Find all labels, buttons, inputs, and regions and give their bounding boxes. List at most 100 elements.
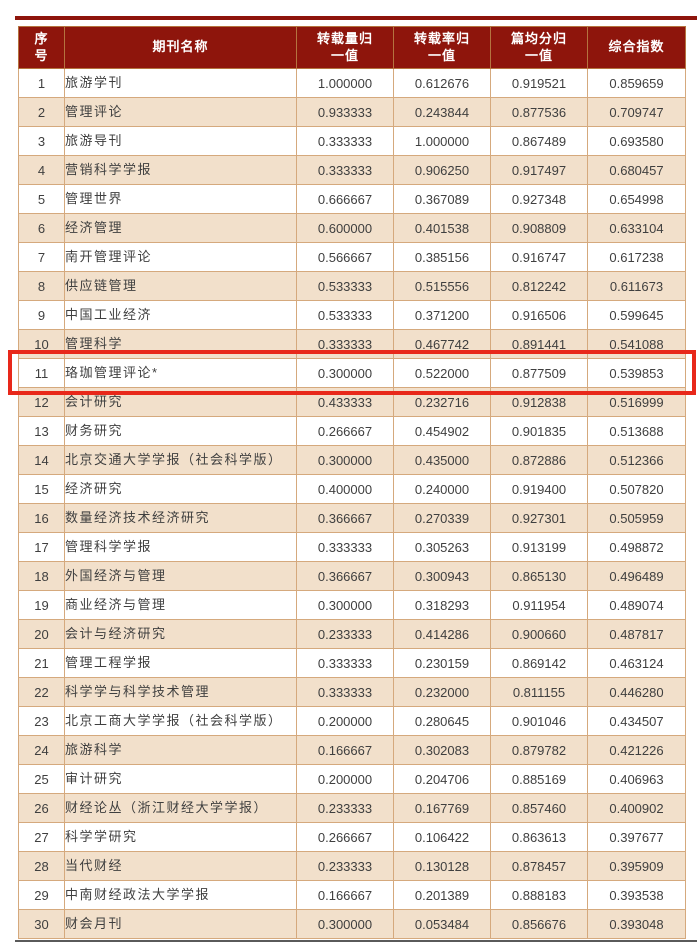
value-cell: 0.435000 <box>393 445 491 475</box>
rank-cell: 1 <box>18 68 65 98</box>
value-cell: 0.709747 <box>587 97 686 127</box>
value-cell: 0.333333 <box>296 677 394 707</box>
journal-name-cell: 旅游科学 <box>64 735 297 765</box>
table-row: 23 北京工商大学学报（社会科学版） 0.200000 0.280645 0.90104… <box>18 706 686 736</box>
value-cell: 0.393048 <box>587 909 686 939</box>
table-row: 17 管理科学学报 0.333333 0.305263 0.913199 0.498872 <box>18 532 686 562</box>
value-cell: 0.913199 <box>490 532 588 562</box>
journal-name-cell: 经济管理 <box>64 213 297 243</box>
journal-name-cell: 会计研究 <box>64 387 297 417</box>
table-row: 22 科学学与科学技术管理 0.333333 0.232000 0.811155 0.44… <box>18 677 686 707</box>
table-row: 5 管理世界 0.666667 0.367089 0.927348 0.654998 <box>18 184 686 214</box>
value-cell: 0.512366 <box>587 445 686 475</box>
value-cell: 0.489074 <box>587 590 686 620</box>
rank-cell: 7 <box>18 242 65 272</box>
value-cell: 0.200000 <box>296 764 394 794</box>
value-cell: 0.516999 <box>587 387 686 417</box>
value-cell: 0.318293 <box>393 590 491 620</box>
value-cell: 0.505959 <box>587 503 686 533</box>
value-cell: 0.406963 <box>587 764 686 794</box>
value-cell: 0.599645 <box>587 300 686 330</box>
value-cell: 0.300000 <box>296 590 394 620</box>
value-cell: 0.533333 <box>296 271 394 301</box>
rank-cell: 20 <box>18 619 65 649</box>
journal-name-cell: 商业经济与管理 <box>64 590 297 620</box>
value-cell: 0.421226 <box>587 735 686 765</box>
value-cell: 0.233333 <box>296 619 394 649</box>
value-cell: 0.300943 <box>393 561 491 591</box>
rank-cell: 16 <box>18 503 65 533</box>
rank-cell: 28 <box>18 851 65 881</box>
table-row: 18 外国经济与管理 0.366667 0.300943 0.865130 0.49648… <box>18 561 686 591</box>
rank-cell: 2 <box>18 97 65 127</box>
rank-cell: 22 <box>18 677 65 707</box>
value-cell: 0.878457 <box>490 851 588 881</box>
value-cell: 0.654998 <box>587 184 686 214</box>
value-cell: 0.385156 <box>393 242 491 272</box>
table-row: 26 财经论丛（浙江财经大学学报） 0.233333 0.167769 0.857460… <box>18 793 686 823</box>
value-cell: 0.522000 <box>393 358 491 388</box>
rank-cell: 17 <box>18 532 65 562</box>
rank-cell: 30 <box>18 909 65 939</box>
table-row: 20 会计与经济研究 0.233333 0.414286 0.900660 0.48781… <box>18 619 686 649</box>
rank-cell: 12 <box>18 387 65 417</box>
journal-name-cell: 管理科学学报 <box>64 532 297 562</box>
value-cell: 1.000000 <box>393 126 491 156</box>
value-cell: 0.366667 <box>296 561 394 591</box>
table-body: 1 旅游学刊 1.000000 0.612676 0.919521 0.859659 2 管理… <box>18 68 686 939</box>
value-cell: 0.863613 <box>490 822 588 852</box>
value-cell: 0.395909 <box>587 851 686 881</box>
journal-name-cell: 当代财经 <box>64 851 297 881</box>
value-cell: 0.680457 <box>587 155 686 185</box>
col-header-reprint-rate: 转载率归 一值 <box>393 26 491 69</box>
table-row: 11 珞珈管理评论* 0.300000 0.522000 0.877509 0.53985… <box>18 358 686 388</box>
table-row: 30 财会月刊 0.300000 0.053484 0.856676 0.393048 <box>18 909 686 939</box>
col-header-reprint-volume: 转载量归 一值 <box>296 26 394 69</box>
journal-name-cell: 供应链管理 <box>64 271 297 301</box>
value-cell: 0.885169 <box>490 764 588 794</box>
value-cell: 0.333333 <box>296 126 394 156</box>
value-cell: 0.693580 <box>587 126 686 156</box>
value-cell: 0.446280 <box>587 677 686 707</box>
value-cell: 0.891441 <box>490 329 588 359</box>
top-divider <box>15 16 697 20</box>
value-cell: 0.888183 <box>490 880 588 910</box>
value-cell: 0.513688 <box>587 416 686 446</box>
value-cell: 0.232716 <box>393 387 491 417</box>
journal-name-cell: 管理评论 <box>64 97 297 127</box>
journal-name-cell: 北京交通大学学报（社会科学版） <box>64 445 297 475</box>
journal-name-cell: 营销科学学报 <box>64 155 297 185</box>
value-cell: 0.130128 <box>393 851 491 881</box>
value-cell: 0.867489 <box>490 126 588 156</box>
value-cell: 0.856676 <box>490 909 588 939</box>
value-cell: 0.233333 <box>296 851 394 881</box>
value-cell: 0.539853 <box>587 358 686 388</box>
table-row: 13 财务研究 0.266667 0.454902 0.901835 0.513688 <box>18 416 686 446</box>
value-cell: 0.916506 <box>490 300 588 330</box>
value-cell: 0.911954 <box>490 590 588 620</box>
value-cell: 0.919400 <box>490 474 588 504</box>
journal-name-cell: 财会月刊 <box>64 909 297 939</box>
value-cell: 0.433333 <box>296 387 394 417</box>
table-row: 10 管理科学 0.333333 0.467742 0.891441 0.541088 <box>18 329 686 359</box>
rank-cell: 29 <box>18 880 65 910</box>
table-row: 21 管理工程学报 0.333333 0.230159 0.869142 0.463124 <box>18 648 686 678</box>
col-header-journal-name: 期刊名称 <box>64 26 297 69</box>
value-cell: 0.400902 <box>587 793 686 823</box>
value-cell: 0.240000 <box>393 474 491 504</box>
journal-name-cell: 中南财经政法大学学报 <box>64 880 297 910</box>
value-cell: 0.811155 <box>490 677 588 707</box>
table-row: 15 经济研究 0.400000 0.240000 0.919400 0.507820 <box>18 474 686 504</box>
value-cell: 0.106422 <box>393 822 491 852</box>
journal-name-cell: 旅游导刊 <box>64 126 297 156</box>
journal-name-cell: 旅游学刊 <box>64 68 297 98</box>
rank-cell: 8 <box>18 271 65 301</box>
value-cell: 0.566667 <box>296 242 394 272</box>
value-cell: 0.919521 <box>490 68 588 98</box>
value-cell: 0.912838 <box>490 387 588 417</box>
rank-cell: 19 <box>18 590 65 620</box>
value-cell: 0.865130 <box>490 561 588 591</box>
rank-cell: 27 <box>18 822 65 852</box>
value-cell: 0.371200 <box>393 300 491 330</box>
value-cell: 0.617238 <box>587 242 686 272</box>
